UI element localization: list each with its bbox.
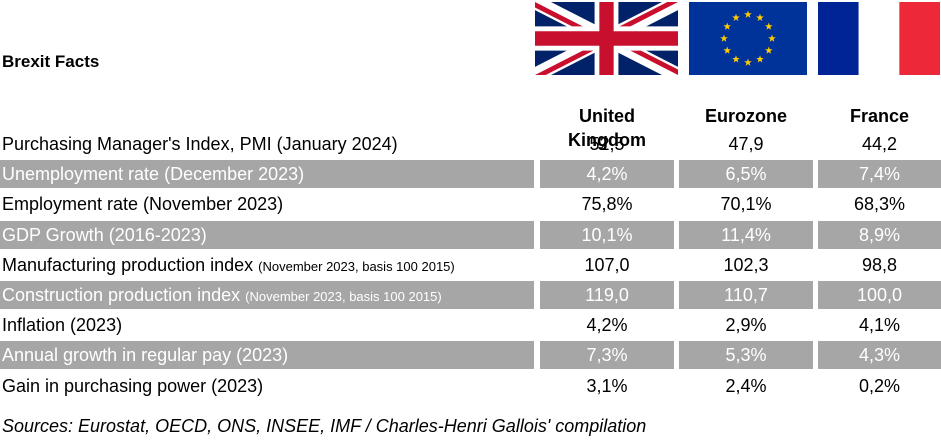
eu-star-icon bbox=[764, 22, 773, 30]
row-label: Construction production index (November … bbox=[0, 281, 534, 309]
row-label-text: Inflation (2023) bbox=[2, 315, 123, 336]
row-label: Unemployment rate (December 2023) bbox=[0, 160, 534, 189]
table-row: Purchasing Manager's Index, PMI (January… bbox=[0, 130, 941, 158]
eu-star-icon bbox=[744, 10, 752, 18]
row-label-text: Manufacturing production index bbox=[2, 254, 254, 275]
row-label: Inflation (2023) bbox=[0, 311, 534, 339]
table-row: Gain in purchasing power (2023) 3,1% 2,4% 0… bbox=[0, 372, 941, 400]
eu-star-icon bbox=[764, 46, 773, 54]
row-label: Gain in purchasing power (2023) bbox=[0, 372, 534, 400]
row-label: Manufacturing production index (November… bbox=[0, 251, 534, 279]
row-label-text: Construction production index bbox=[2, 285, 241, 305]
eu-star-icon bbox=[720, 34, 728, 42]
value-cell: 2,9% bbox=[725, 315, 767, 336]
value-cell: 4,1% bbox=[858, 315, 901, 336]
eu-star-icon bbox=[723, 22, 732, 30]
value-cell: 5,3% bbox=[679, 341, 813, 370]
row-label: Annual growth in regular pay (2023) bbox=[0, 341, 534, 370]
row-label-note: (November 2023, basis 100 2015) bbox=[258, 258, 455, 274]
value-cell: 75,8% bbox=[581, 194, 633, 215]
value-cell: 98,8 bbox=[861, 254, 898, 275]
row-label-text: Unemployment rate (December 2023) bbox=[2, 164, 305, 185]
row-label-text: Purchasing Manager's Index, PMI (January… bbox=[2, 134, 398, 154]
value-cell: 4,2% bbox=[586, 315, 628, 336]
value-cell: 6,5% bbox=[679, 160, 813, 189]
value-cell: 119,0 bbox=[540, 281, 674, 309]
table-row: GDP Growth (2016-2023) 10,1% 11,4% 8,9% bbox=[0, 220, 941, 249]
row-label: GDP Growth (2016-2023) bbox=[0, 220, 534, 249]
value-cell: 10,1% bbox=[540, 220, 674, 249]
uk-flag-icon bbox=[535, 2, 678, 75]
row-label-text: Employment rate (November 2023) bbox=[2, 194, 284, 215]
row-label-text: Annual growth in regular pay (2023) bbox=[2, 345, 289, 366]
value-cell: 70,1% bbox=[720, 194, 772, 215]
table-row: Annual growth in regular pay (2023) 7,3% 5… bbox=[0, 341, 941, 370]
row-label: Employment rate (November 2023) bbox=[0, 190, 534, 218]
value-cell: 7,4% bbox=[818, 160, 941, 189]
value-cell: 107,0 bbox=[584, 254, 630, 275]
eu-star-icon bbox=[744, 58, 752, 66]
row-label: Purchasing Manager's Index, PMI (January… bbox=[0, 130, 534, 158]
value-cell: 8,9% bbox=[818, 220, 941, 249]
value-cell: 4,2% bbox=[540, 160, 674, 189]
page-title: Brexit Facts bbox=[2, 52, 100, 71]
eu-star-icon bbox=[768, 34, 776, 42]
value-cell: 11,4% bbox=[679, 220, 813, 249]
table-row: Manufacturing production index (November… bbox=[0, 251, 941, 279]
eu-star-icon bbox=[732, 55, 740, 63]
value-cell: 4,3% bbox=[818, 341, 941, 370]
value-cell: 44,2 bbox=[861, 134, 898, 154]
eu-star-icon bbox=[756, 13, 764, 21]
column-header-france: France bbox=[849, 106, 910, 126]
row-label-text: Gain in purchasing power (2023) bbox=[2, 375, 264, 396]
value-cell: 3,1% bbox=[586, 375, 628, 396]
value-cell: 52,5 bbox=[589, 134, 625, 154]
column-header-uk: United Kingdom bbox=[568, 106, 646, 150]
eu-star-icon bbox=[756, 55, 764, 63]
column-header-eurozone: Eurozone bbox=[704, 106, 787, 126]
row-label-note: (November 2023, basis 100 2015) bbox=[245, 289, 442, 304]
france-flag-icon bbox=[818, 2, 940, 75]
sources-note: Sources: Eurostat, OECD, ONS, INSEE, IMF… bbox=[2, 416, 647, 436]
eu-star-icon bbox=[732, 13, 740, 21]
row-label-text: GDP Growth (2016-2023) bbox=[2, 224, 207, 245]
table-row: Construction production index (November … bbox=[0, 281, 941, 309]
table-row: Unemployment rate (December 2023) 4,2% 6,5… bbox=[0, 160, 941, 189]
value-cell: 47,9 bbox=[728, 134, 764, 154]
value-cell: 2,4% bbox=[725, 375, 767, 396]
value-cell: 7,3% bbox=[540, 341, 674, 370]
value-cell: 68,3% bbox=[853, 194, 906, 215]
table-row: Inflation (2023) 4,2% 2,9% 4,1% bbox=[0, 311, 941, 339]
table-row: Employment rate (November 2023) 75,8% 70,1… bbox=[0, 190, 941, 218]
value-cell: 0,2% bbox=[858, 375, 901, 396]
eu-star-icon bbox=[723, 46, 732, 54]
value-cell: 102,3 bbox=[723, 254, 769, 275]
value-cell: 100,0 bbox=[818, 281, 941, 309]
eu-flag-icon bbox=[689, 2, 807, 75]
value-cell: 110,7 bbox=[679, 281, 813, 309]
